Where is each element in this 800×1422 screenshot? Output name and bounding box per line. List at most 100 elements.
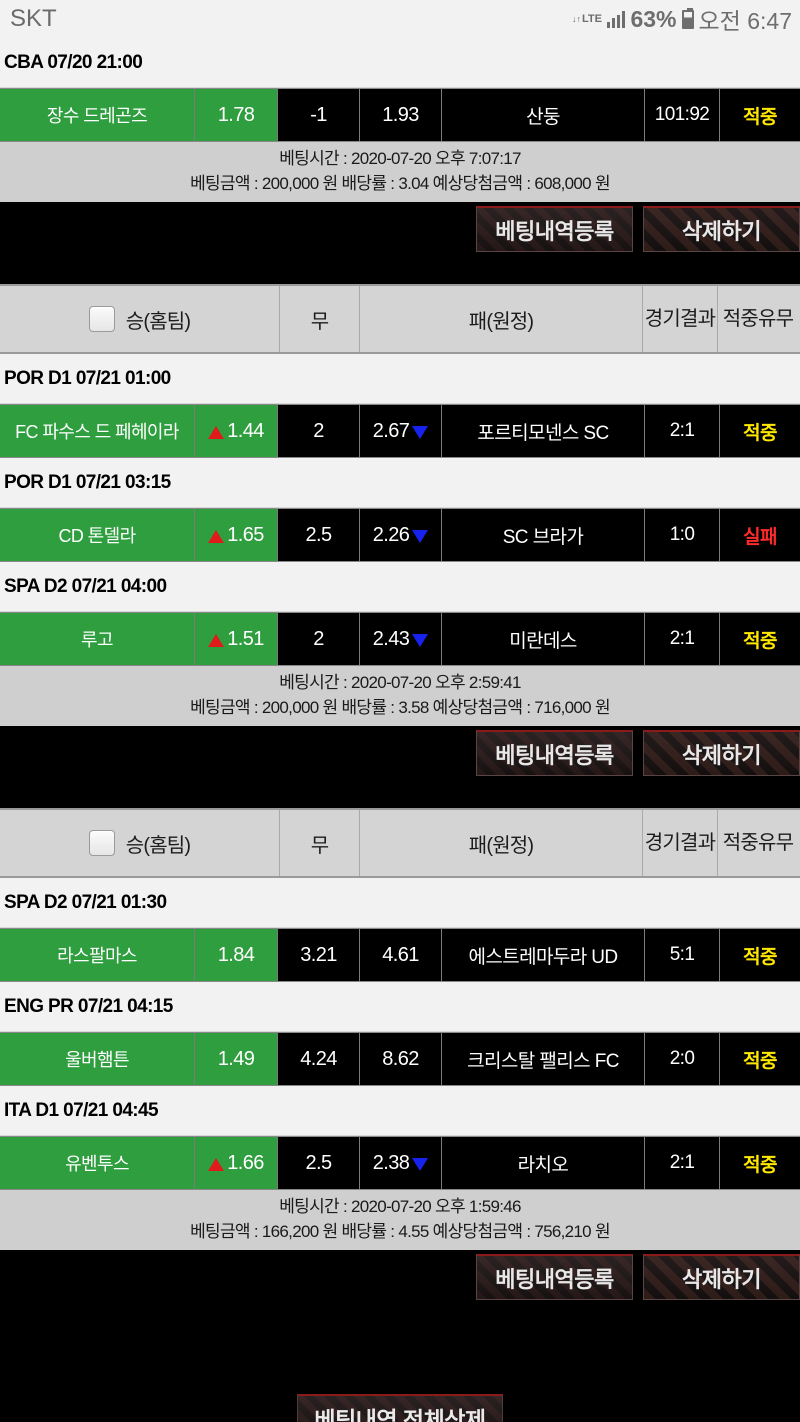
home-odds-cell[interactable]: 1.49 [195,1033,278,1085]
away-odds-cell[interactable]: 4.61 [360,929,442,981]
away-odds-cell[interactable]: 1.93 [360,89,442,141]
hit-status-cell: 적중 [720,1033,800,1085]
home-odds-cell[interactable]: 1.78 [195,89,278,141]
column-header-home[interactable]: 승(홈팀) [0,810,280,876]
away-team-cell[interactable]: 포르티모넨스 SC [442,405,645,457]
match-row: CD 톤델라 1.65 2.5 2.26 SC 브라가 1:0 실패 [0,508,800,562]
column-header-result-line1: 경기 [644,831,681,854]
away-odds-cell[interactable]: 2.67 [360,405,442,457]
away-team-cell[interactable]: SC 브라가 [442,509,645,561]
battery-icon [681,7,694,29]
clock-label: 오전 6:47 [698,8,792,34]
column-header-draw: 무 [280,286,360,352]
score-cell: 2:1 [645,405,720,457]
odds-up-arrow-icon [208,529,225,543]
home-team-cell[interactable]: FC 파수스 드 페헤이라 [0,405,195,457]
slip-action-bar: 베팅내역등록 삭제하기 [0,726,800,808]
away-odds-cell[interactable]: 2.26 [360,509,442,561]
away-odds-cell-value: 2.67 [372,419,410,442]
draw-cell[interactable]: 2.5 [278,509,360,561]
away-team-cell[interactable]: 산둥 [442,89,645,141]
home-odds-cell-value: 1.66 [227,1151,264,1174]
column-header-hit-line2: 유무 [758,831,794,854]
home-odds-cell[interactable]: 1.51 [195,613,278,665]
delete-slip-button[interactable]: 삭제하기 [643,730,800,776]
column-header-hit: 적중 유무 [718,286,798,352]
bet-amount-line: 베팅금액 : 200,000 원 배당률 : 3.58 예상당첨금액 : 716… [190,698,610,717]
away-odds-cell-value: 2.38 [372,1151,410,1174]
score-cell: 101:92 [645,89,720,141]
home-team-cell[interactable]: 장수 드레곤즈 [0,89,195,141]
away-team-cell[interactable]: 라치오 [442,1137,645,1189]
register-history-button[interactable]: 베팅내역등록 [476,730,633,776]
away-team-cell[interactable]: 미란데스 [442,613,645,665]
league-label: ITA D1 07/21 04:45 [4,1099,159,1121]
score-cell: 2:1 [645,1137,720,1189]
select-all-checkbox[interactable] [88,830,115,856]
league-label: SPA D2 07/21 01:30 [4,891,167,913]
draw-cell[interactable]: 2 [278,405,360,457]
select-all-checkbox[interactable] [88,306,115,332]
draw-cell[interactable]: 4.24 [278,1033,360,1085]
draw-cell[interactable]: 2.5 [278,1137,360,1189]
register-history-button[interactable]: 베팅내역등록 [476,1254,633,1300]
status-bar: SKT ↓↑ LTE 63% 오전 6:47 [0,0,800,38]
column-header-row-2: 승(홈팀) 무 패(원정) 경기 결과 적중 유무 [0,808,800,878]
match-row: 울버햄튼 1.49 4.24 8.62 크리스탈 팰리스 FC 2:0 적중 [0,1032,800,1086]
register-history-button[interactable]: 베팅내역등록 [476,206,633,252]
away-odds-cell[interactable]: 2.38 [360,1137,442,1189]
away-odds-cell-value: 4.61 [382,943,419,966]
column-header-hit-line1: 적중 [722,307,759,330]
bet-time-line: 베팅시간 : 2020-07-20 오후 2:59:41 [279,673,521,692]
slip-action-bar: 베팅내역등록 삭제하기 [0,1250,800,1332]
away-odds-cell-value: 8.62 [382,1047,419,1070]
column-header-home[interactable]: 승(홈팀) [0,286,280,352]
hit-status-cell: 적중 [720,405,800,457]
signal-bars-icon [606,10,626,28]
away-team-cell[interactable]: 에스트레마두라 UD [442,929,645,981]
home-team-cell[interactable]: CD 톤델라 [0,509,195,561]
match-row: 라스팔마스 1.84 3.21 4.61 에스트레마두라 UD 5:1 적중 [0,928,800,982]
data-arrows-label: ↓↑ [572,14,581,24]
league-label: POR D1 07/21 01:00 [4,367,171,389]
delete-slip-button[interactable]: 삭제하기 [643,206,800,252]
odds-up-arrow-icon [208,1157,225,1171]
column-header-result: 경기 결과 [643,810,718,876]
match-row: 장수 드레곤즈 1.78 -1 1.93 산둥 101:92 적중 [0,88,800,142]
odds-up-arrow-icon [208,425,225,439]
league-label: SPA D2 07/21 04:00 [4,575,167,597]
draw-cell[interactable]: -1 [278,89,360,141]
hit-status-cell: 적중 [720,1137,800,1189]
home-odds-cell-value: 1.78 [217,103,255,126]
delete-slip-button[interactable]: 삭제하기 [643,1254,800,1300]
league-label: CBA 07/20 21:00 [4,51,143,73]
home-odds-cell[interactable]: 1.65 [195,509,278,561]
home-odds-cell-value: 1.49 [217,1047,255,1070]
score-cell: 5:1 [645,929,720,981]
league-header: POR D1 07/21 03:15 [0,458,800,508]
home-team-cell[interactable]: 울버햄튼 [0,1033,195,1085]
home-team-cell[interactable]: 루고 [0,613,195,665]
away-odds-cell[interactable]: 2.43 [360,613,442,665]
league-header: ENG PR 07/21 04:15 [0,982,800,1032]
slip-action-bar: 베팅내역등록 삭제하기 [0,202,800,284]
odds-down-arrow-icon [412,529,429,543]
draw-cell[interactable]: 3.21 [278,929,360,981]
away-odds-cell[interactable]: 8.62 [360,1033,442,1085]
clear-all-history-button[interactable]: 베팅내역 전체삭제 [297,1394,503,1422]
column-header-result-line1: 경기 [644,307,681,330]
match-row: FC 파수스 드 페헤이라 1.44 2 2.67 포르티모넨스 SC 2:1 적중 [0,404,800,458]
home-team-cell[interactable]: 유벤투스 [0,1137,195,1189]
home-odds-cell[interactable]: 1.84 [195,929,278,981]
column-header-home-label: 승(홈팀) [125,834,191,857]
odds-up-arrow-icon [208,633,225,647]
score-cell: 2:1 [645,613,720,665]
home-odds-cell-value: 1.84 [217,943,255,966]
home-odds-cell[interactable]: 1.44 [195,405,278,457]
home-team-cell[interactable]: 라스팔마스 [0,929,195,981]
away-team-cell[interactable]: 크리스탈 팰리스 FC [442,1033,645,1085]
draw-cell[interactable]: 2 [278,613,360,665]
league-label: ENG PR 07/21 04:15 [4,995,173,1017]
home-odds-cell[interactable]: 1.66 [195,1137,278,1189]
